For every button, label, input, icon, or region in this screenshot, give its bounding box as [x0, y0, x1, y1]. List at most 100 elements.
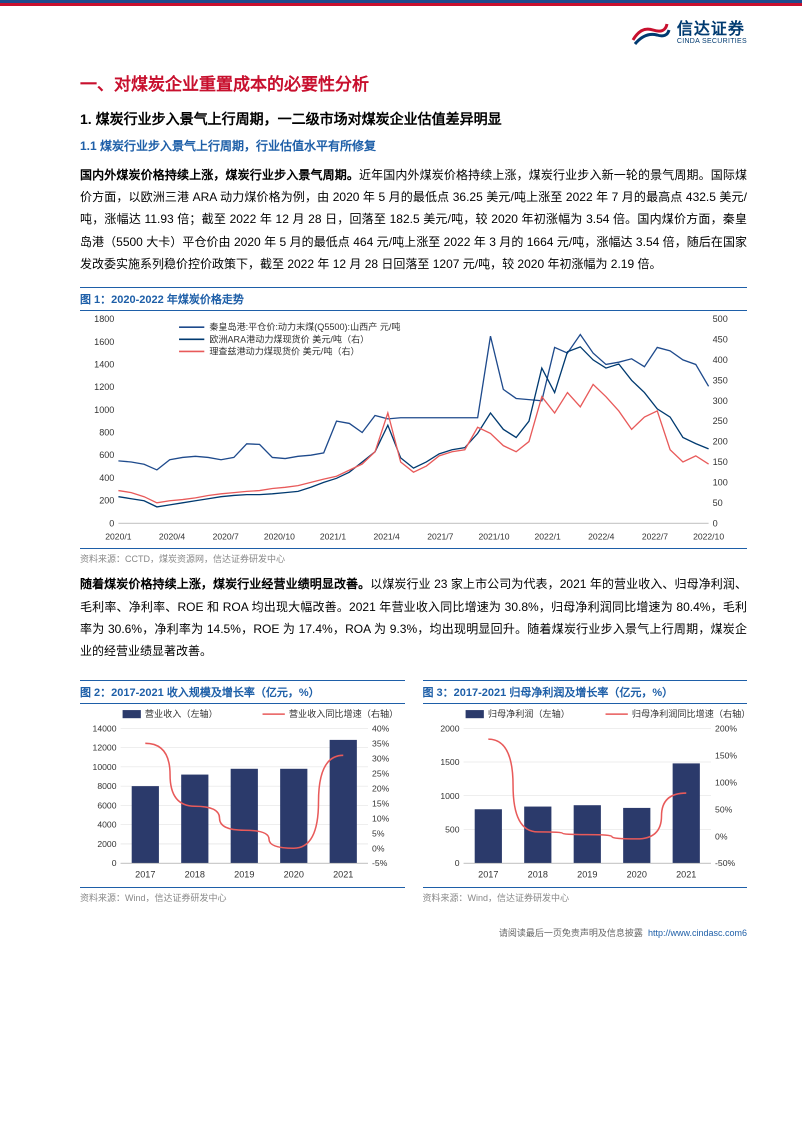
svg-text:2020: 2020	[626, 870, 646, 880]
svg-text:0%: 0%	[715, 831, 728, 841]
logo: 信达证券 CINDA SECURITIES	[629, 18, 747, 48]
svg-text:2022/10: 2022/10	[693, 531, 724, 541]
svg-text:100%: 100%	[715, 777, 737, 787]
figure3-title: 图 3：2017-2021 归母净利润及增长率（亿元，%）	[423, 680, 748, 704]
svg-text:50: 50	[713, 498, 723, 508]
svg-text:1000: 1000	[440, 791, 459, 801]
svg-text:2018: 2018	[185, 870, 205, 880]
svg-text:14000: 14000	[93, 724, 117, 734]
svg-text:理查兹港动力煤现货价 美元/吨（右）: 理查兹港动力煤现货价 美元/吨（右）	[209, 345, 359, 356]
svg-text:秦皇岛港:平仓价:动力末煤(Q5500):山西产 元/吨: 秦皇岛港:平仓价:动力末煤(Q5500):山西产 元/吨	[209, 321, 400, 332]
figure2-source: 资料来源：Wind，信达证券研发中心	[80, 887, 405, 912]
svg-text:6000: 6000	[97, 801, 116, 811]
svg-text:0%: 0%	[372, 843, 385, 853]
svg-text:25%: 25%	[372, 768, 390, 778]
svg-text:2017: 2017	[135, 870, 155, 880]
svg-text:2018: 2018	[527, 870, 547, 880]
svg-text:营业收入（左轴）: 营业收入（左轴）	[145, 708, 218, 719]
svg-text:2019: 2019	[234, 870, 254, 880]
svg-text:0: 0	[112, 858, 117, 868]
svg-text:2021: 2021	[676, 870, 696, 880]
svg-text:400: 400	[713, 355, 728, 365]
footer-url[interactable]: http://www.cindasc.com	[648, 928, 742, 938]
heading-1: 一、对煤炭企业重置成本的必要性分析	[80, 70, 747, 95]
svg-text:200%: 200%	[715, 724, 737, 734]
svg-text:150%: 150%	[715, 750, 737, 760]
svg-text:1400: 1400	[94, 359, 114, 369]
logo-swirl-icon	[629, 18, 671, 48]
svg-text:5%: 5%	[372, 828, 385, 838]
svg-text:营业收入同比增速（右轴）: 营业收入同比增速（右轴）	[289, 708, 398, 719]
svg-text:2019: 2019	[577, 870, 597, 880]
svg-text:2022/1: 2022/1	[535, 531, 561, 541]
svg-text:2021/4: 2021/4	[374, 531, 400, 541]
svg-text:800: 800	[99, 427, 114, 437]
svg-text:2020/4: 2020/4	[159, 531, 185, 541]
svg-text:600: 600	[99, 450, 114, 460]
figure3-source: 资料来源：Wind，信达证券研发中心	[423, 887, 748, 912]
svg-text:4000: 4000	[97, 820, 116, 830]
figure1-source: 资料来源：CCTD，煤炭资源网，信达证券研发中心	[80, 548, 747, 573]
paragraph-2: 随着煤炭价格持续上涨，煤炭行业经营业绩明显改善。以煤炭行业 23 家上市公司为代…	[80, 573, 747, 662]
svg-text:欧洲ARA港动力煤现货价 美元/吨（右）: 欧洲ARA港动力煤现货价 美元/吨（右）	[209, 333, 369, 344]
top-border	[0, 0, 802, 6]
svg-text:2021/1: 2021/1	[320, 531, 346, 541]
figure1-chart: 0 200 400 600 800 1000 1200 1400 1600 1800 0 50 100 1…	[80, 311, 747, 543]
svg-text:2000: 2000	[440, 724, 459, 734]
svg-text:40%: 40%	[372, 724, 390, 734]
svg-text:50%: 50%	[715, 804, 733, 814]
figure2-title: 图 2：2017-2021 收入规模及增长率（亿元，%）	[80, 680, 405, 704]
svg-text:1800: 1800	[94, 314, 114, 324]
svg-text:归母净利润（左轴）: 归母净利润（左轴）	[487, 708, 569, 719]
svg-text:200: 200	[99, 496, 114, 506]
figure2-chart: 营业收入（左轴） 营业收入同比增速（右轴） 0 2000 4000 6000 8000 100…	[80, 704, 405, 881]
svg-text:2020: 2020	[284, 870, 304, 880]
svg-text:250: 250	[713, 416, 728, 426]
svg-text:1200: 1200	[94, 382, 114, 392]
svg-text:1600: 1600	[94, 337, 114, 347]
svg-text:2022/7: 2022/7	[642, 531, 668, 541]
svg-text:200: 200	[713, 437, 728, 447]
svg-text:0: 0	[109, 518, 114, 528]
svg-text:2021/10: 2021/10	[478, 531, 509, 541]
svg-text:400: 400	[99, 473, 114, 483]
svg-text:2022/4: 2022/4	[588, 531, 614, 541]
svg-text:15%: 15%	[372, 798, 390, 808]
svg-text:1000: 1000	[94, 405, 114, 415]
svg-text:2020/1: 2020/1	[105, 531, 131, 541]
heading-2: 1. 煤炭行业步入景气上行周期，一二级市场对煤炭企业估值差异明显	[80, 109, 747, 129]
svg-text:-50%: -50%	[715, 858, 735, 868]
figure1-title: 图 1：2020-2022 年煤炭价格走势	[80, 287, 747, 311]
svg-text:2000: 2000	[97, 839, 116, 849]
svg-text:20%: 20%	[372, 783, 390, 793]
svg-text:2017: 2017	[478, 870, 498, 880]
logo-en: CINDA SECURITIES	[677, 38, 747, 45]
figure3-chart: 归母净利润（左轴） 归母净利润同比增速（右轴） 0 500 1000 1500 2000 -5…	[423, 704, 748, 881]
svg-text:-5%: -5%	[372, 858, 388, 868]
svg-text:35%: 35%	[372, 738, 390, 748]
svg-text:2020/7: 2020/7	[213, 531, 239, 541]
svg-text:2020/10: 2020/10	[264, 531, 295, 541]
svg-text:2021: 2021	[333, 870, 353, 880]
paragraph-1: 国内外煤炭价格持续上涨，煤炭行业步入景气周期。近年国内外煤炭价格持续上涨，煤炭行…	[80, 164, 747, 275]
svg-text:10000: 10000	[93, 762, 117, 772]
svg-text:30%: 30%	[372, 753, 390, 763]
svg-text:150: 150	[713, 457, 728, 467]
svg-text:10%: 10%	[372, 813, 390, 823]
svg-text:0: 0	[713, 518, 718, 528]
heading-3: 1.1 煤炭行业步入景气上行周期，行业估值水平有所修复	[80, 137, 747, 154]
logo-cn: 信达证券	[677, 22, 747, 38]
svg-text:500: 500	[445, 825, 460, 835]
svg-text:450: 450	[713, 334, 728, 344]
svg-text:500: 500	[713, 314, 728, 324]
svg-text:100: 100	[713, 477, 728, 487]
page-footer: 请阅读最后一页免责声明及信息披露 http://www.cindasc.com6	[80, 926, 747, 939]
svg-text:归母净利润同比增速（右轴）: 归母净利润同比增速（右轴）	[631, 708, 747, 719]
svg-text:350: 350	[713, 375, 728, 385]
svg-text:300: 300	[713, 396, 728, 406]
svg-text:12000: 12000	[93, 743, 117, 753]
svg-text:1500: 1500	[440, 757, 459, 767]
svg-text:2021/7: 2021/7	[427, 531, 453, 541]
svg-text:0: 0	[454, 858, 459, 868]
svg-text:8000: 8000	[97, 781, 116, 791]
